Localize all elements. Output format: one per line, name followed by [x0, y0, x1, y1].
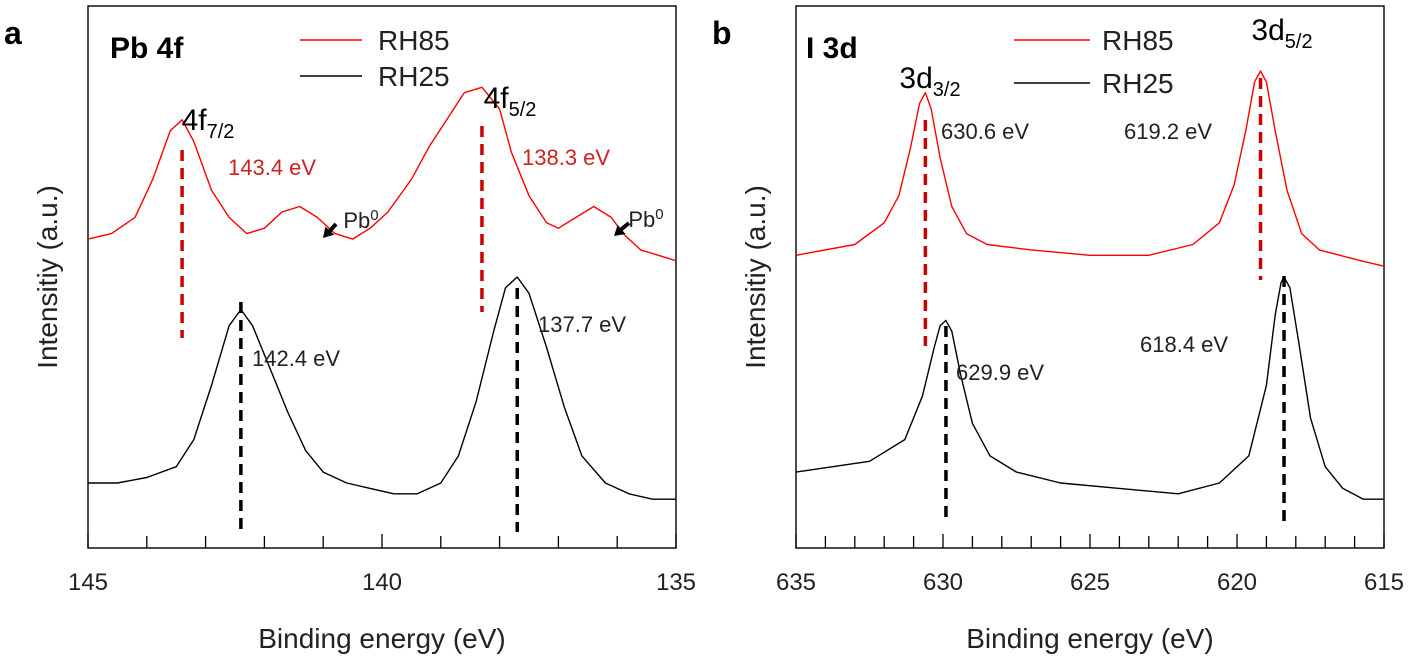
- legend-label-rh25: RH25: [378, 61, 450, 92]
- y-axis-label: Intensitiy (a.u.): [740, 185, 771, 369]
- x-tick-label: 630: [923, 569, 963, 596]
- panel-title: Pb 4f: [110, 32, 184, 65]
- x-tick-label: 620: [1217, 569, 1257, 596]
- pb0-arrow-icon: [614, 224, 626, 236]
- peak-energy-label: 618.4 eV: [1140, 332, 1228, 357]
- legend-label-rh85: RH85: [378, 25, 450, 56]
- pb0-label-sup: 0: [655, 206, 663, 223]
- peak-energy-label: 143.4 eV: [228, 155, 316, 180]
- x-tick-label: 625: [1070, 569, 1110, 596]
- x-tick-label: 615: [1364, 569, 1404, 596]
- x-tick-label: 145: [68, 569, 108, 596]
- plot-frame: [795, 5, 1385, 549]
- peak-label: 4f7/2: [182, 104, 235, 143]
- pb0-label: Pb0: [628, 206, 663, 232]
- peak-label-sub: 7/2: [207, 121, 235, 143]
- peak-energy-label: 629.9 eV: [956, 360, 1044, 385]
- panel-letter: b: [712, 15, 732, 51]
- peak-energy-label: 619.2 eV: [1124, 119, 1212, 144]
- series-line-rh85: [87, 86, 677, 262]
- panel-title: I 3d: [806, 32, 858, 65]
- peak-label-main: 4f: [182, 104, 208, 137]
- peak-energy-label: 138.3 eV: [522, 145, 610, 170]
- peak-label-main: 3d: [899, 62, 932, 95]
- y-axis-label: Intensitiy (a.u.): [32, 185, 63, 369]
- legend-label-rh25: RH25: [1102, 68, 1174, 99]
- peak-label-sub: 3/2: [933, 79, 961, 101]
- legend-label-rh85: RH85: [1102, 25, 1174, 56]
- peak-label-sub: 5/2: [509, 99, 537, 121]
- pb0-arrow-icon: [323, 226, 335, 238]
- peak-label-sub: 5/2: [1285, 31, 1313, 53]
- panel-a-pb-4f: 145 140 135 Binding energy (eV) Intensitiy (…: [4, 5, 696, 654]
- x-axis-label: Binding energy (eV): [258, 623, 505, 654]
- series-line-rh25: [88, 276, 676, 500]
- peak-label: 4f5/2: [484, 82, 537, 121]
- peak-label-main: 3d: [1251, 14, 1284, 47]
- peak-label-main: 4f: [484, 82, 510, 115]
- x-tick-label: 635: [776, 569, 816, 596]
- series-line-rh85: [795, 70, 1385, 267]
- x-tick-label: 140: [362, 569, 402, 596]
- panel-letter: a: [4, 15, 22, 51]
- peak-energy-label: 630.6 eV: [941, 119, 1029, 144]
- x-axis-label: Binding energy (eV): [966, 623, 1213, 654]
- peak-label: 3d3/2: [899, 62, 960, 101]
- series-line-rh25: [795, 276, 1384, 500]
- pb0-label-sup: 0: [370, 207, 378, 224]
- pb0-label-main: Pb: [628, 207, 655, 232]
- peak-label: 3d5/2: [1251, 14, 1312, 53]
- peak-energy-label: 142.4 eV: [252, 346, 340, 371]
- x-tick-label: 135: [656, 569, 696, 596]
- pb0-label-main: Pb: [343, 208, 370, 233]
- pb0-label: Pb0: [343, 207, 378, 233]
- peak-energy-label: 137.7 eV: [538, 312, 626, 337]
- panel-b-i-3d: 635 630 625 620 615 Binding energy (eV) Intens…: [712, 5, 1404, 654]
